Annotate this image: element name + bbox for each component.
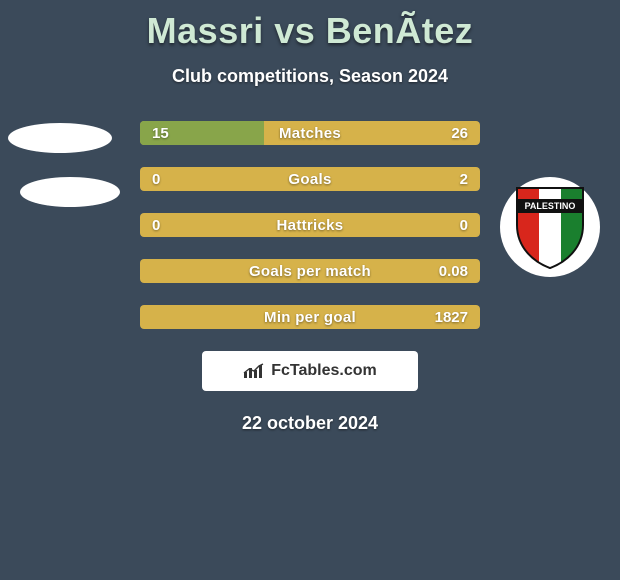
stat-bar: Min per goal1827 [140,305,480,329]
brand-box: FcTables.com [202,351,418,391]
stat-label: Min per goal [140,309,480,326]
stat-bar: 0Goals2 [140,167,480,191]
content-area: PALESTINO 15Matches260Goals20Hattricks0G… [0,121,620,434]
left-ellipse-marker-1 [8,123,112,153]
brand-text: FcTables.com [271,362,377,380]
stat-value-right: 0 [460,217,468,234]
stat-bar: Goals per match0.08 [140,259,480,283]
stat-bar: 0Hattricks0 [140,213,480,237]
stat-value-right: 2 [460,171,468,188]
stat-value-right: 26 [451,125,468,142]
stat-value-right: 1827 [435,309,468,326]
shield-band-text: PALESTINO [525,201,576,211]
shield-icon: PALESTINO [514,185,586,269]
left-ellipse-marker-2 [20,177,120,207]
stat-label: Goals [140,171,480,188]
page-subtitle: Club competitions, Season 2024 [0,66,620,87]
right-club-logo: PALESTINO [500,177,600,277]
barchart-icon [243,362,265,380]
stat-label: Goals per match [140,263,480,280]
page-title: Massri vs BenÃ­tez [0,0,620,52]
page-root: Massri vs BenÃ­tez Club competitions, Se… [0,0,620,580]
stat-label: Matches [140,125,480,142]
stat-value-right: 0.08 [439,263,468,280]
stat-bar: 15Matches26 [140,121,480,145]
stat-bars: 15Matches260Goals20Hattricks0Goals per m… [140,121,480,329]
date-text: 22 october 2024 [0,413,620,434]
stat-label: Hattricks [140,217,480,234]
